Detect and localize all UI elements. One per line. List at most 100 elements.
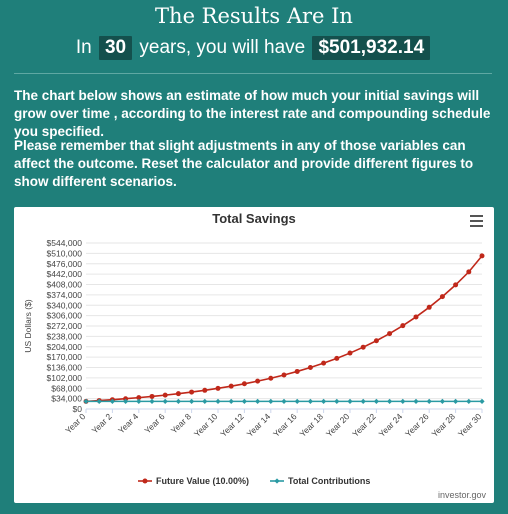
contribution-point xyxy=(387,398,393,404)
future-value-point xyxy=(360,344,366,350)
future-value-point xyxy=(334,355,340,361)
x-tick-label: Year 16 xyxy=(271,411,299,439)
chart-credit: investor.gov xyxy=(437,490,486,500)
y-tick-label: $408,000 xyxy=(47,280,83,290)
amount-badge: $501,932.14 xyxy=(312,36,431,60)
future-value-point xyxy=(294,368,300,374)
future-value-point xyxy=(453,282,459,288)
future-value-point xyxy=(136,395,142,401)
future-value-point xyxy=(373,338,379,344)
y-tick-label: $544,000 xyxy=(47,238,83,248)
y-tick-label: $340,000 xyxy=(47,300,83,310)
years-badge: 30 xyxy=(98,36,133,60)
contribution-point xyxy=(347,398,353,404)
legend-label-1: Total Contributions xyxy=(288,476,370,486)
contribution-point xyxy=(228,398,234,404)
contribution-point xyxy=(175,398,181,404)
y-tick-label: $68,000 xyxy=(51,383,82,393)
future-value-point xyxy=(123,396,129,402)
summary-prefix: In xyxy=(75,37,92,58)
contribution-point xyxy=(162,398,168,404)
future-value-point xyxy=(175,391,181,397)
future-value-point xyxy=(321,360,327,366)
contribution-point xyxy=(466,398,472,404)
future-value-point xyxy=(255,378,261,384)
future-value-point xyxy=(215,385,221,391)
disclaimer-text: Please remember that slight adjustments … xyxy=(14,138,474,189)
future-value-point xyxy=(413,314,419,320)
contribution-point xyxy=(334,398,340,404)
x-tick-label: Year 20 xyxy=(324,411,352,439)
x-tick-label: Year 12 xyxy=(218,411,246,439)
chart-svg: Total Savings $0$34,000$68,000$102,000$13… xyxy=(23,211,485,486)
future-value-point xyxy=(387,331,393,337)
future-value-point xyxy=(307,365,313,371)
y-tick-label: $102,000 xyxy=(47,373,83,383)
y-axis-label: US Dollars ($) xyxy=(23,299,33,353)
y-tick-label: $204,000 xyxy=(47,342,83,352)
contribution-point xyxy=(294,398,300,404)
future-value-point xyxy=(439,294,445,300)
x-tick-label: Year 26 xyxy=(403,411,431,439)
savings-chart: Total Savings $0 $34,000 $68,000 $102,000 $13… xyxy=(14,207,494,503)
y-tick-label: $238,000 xyxy=(47,331,83,341)
contribution-point xyxy=(479,398,485,404)
contribution-point xyxy=(439,398,445,404)
y-tick-label: $34,000 xyxy=(51,394,82,404)
x-tick-label: Year 4 xyxy=(116,411,140,435)
y-tick-label: $136,000 xyxy=(47,363,83,373)
contribution-point xyxy=(426,398,432,404)
chart-title: Total Savings xyxy=(212,211,296,226)
x-tick-label: Year 22 xyxy=(350,411,378,439)
contribution-point xyxy=(202,398,208,404)
contribution-point xyxy=(373,398,379,404)
contribution-point xyxy=(109,398,115,404)
x-tick-label: Year 10 xyxy=(192,411,220,439)
future-value-point xyxy=(400,323,406,329)
contribution-point xyxy=(321,398,327,404)
future-value-point xyxy=(189,389,195,395)
legend-marker-1 xyxy=(274,478,280,484)
y-tick-label: $306,000 xyxy=(47,311,83,321)
contribution-point xyxy=(123,398,129,404)
y-tick-label: $476,000 xyxy=(47,259,83,269)
contribution-point xyxy=(189,398,195,404)
x-tick-label: Year 8 xyxy=(169,411,193,435)
future-value-point xyxy=(347,350,353,356)
contribution-point xyxy=(136,398,142,404)
contribution-point xyxy=(149,398,155,404)
x-tick-label: Year 24 xyxy=(377,411,405,439)
y-tick-label: $374,000 xyxy=(47,290,83,300)
contribution-point xyxy=(307,398,313,404)
contribution-point xyxy=(215,398,221,404)
future-value-point xyxy=(162,392,168,398)
y-tick-label: $0 xyxy=(73,404,83,414)
y-tick-label: $170,000 xyxy=(47,352,83,362)
y-tick-label: $442,000 xyxy=(47,269,83,279)
series-line-0 xyxy=(85,255,483,403)
legend-label-0: Future Value (10.00%) xyxy=(156,476,249,486)
contribution-point xyxy=(268,398,274,404)
y-tick-label: $272,000 xyxy=(47,321,83,331)
x-tick-label: Year 30 xyxy=(456,411,484,439)
future-value-point xyxy=(228,383,234,389)
hamburger-menu-icon[interactable] xyxy=(470,215,484,227)
contribution-point xyxy=(453,398,459,404)
y-tick-label: $510,000 xyxy=(47,248,83,258)
x-tick-label: Year 2 xyxy=(90,411,114,435)
future-value-point xyxy=(466,269,472,275)
chart-description: The chart below shows an estimate of how… xyxy=(14,88,491,139)
future-value-point xyxy=(281,372,287,378)
future-value-point xyxy=(241,381,247,387)
legend-marker-0 xyxy=(142,478,148,484)
contribution-point xyxy=(83,398,89,404)
x-tick-label: Year 28 xyxy=(429,411,457,439)
future-value-point xyxy=(426,304,432,310)
x-tick-label: Year 0 xyxy=(63,411,87,435)
contribution-point xyxy=(96,398,102,404)
contribution-point xyxy=(360,398,366,404)
future-value-point xyxy=(268,375,274,381)
future-value-point xyxy=(149,393,155,399)
summary-middle: years, you will have xyxy=(139,37,306,58)
future-value-point xyxy=(202,387,208,393)
